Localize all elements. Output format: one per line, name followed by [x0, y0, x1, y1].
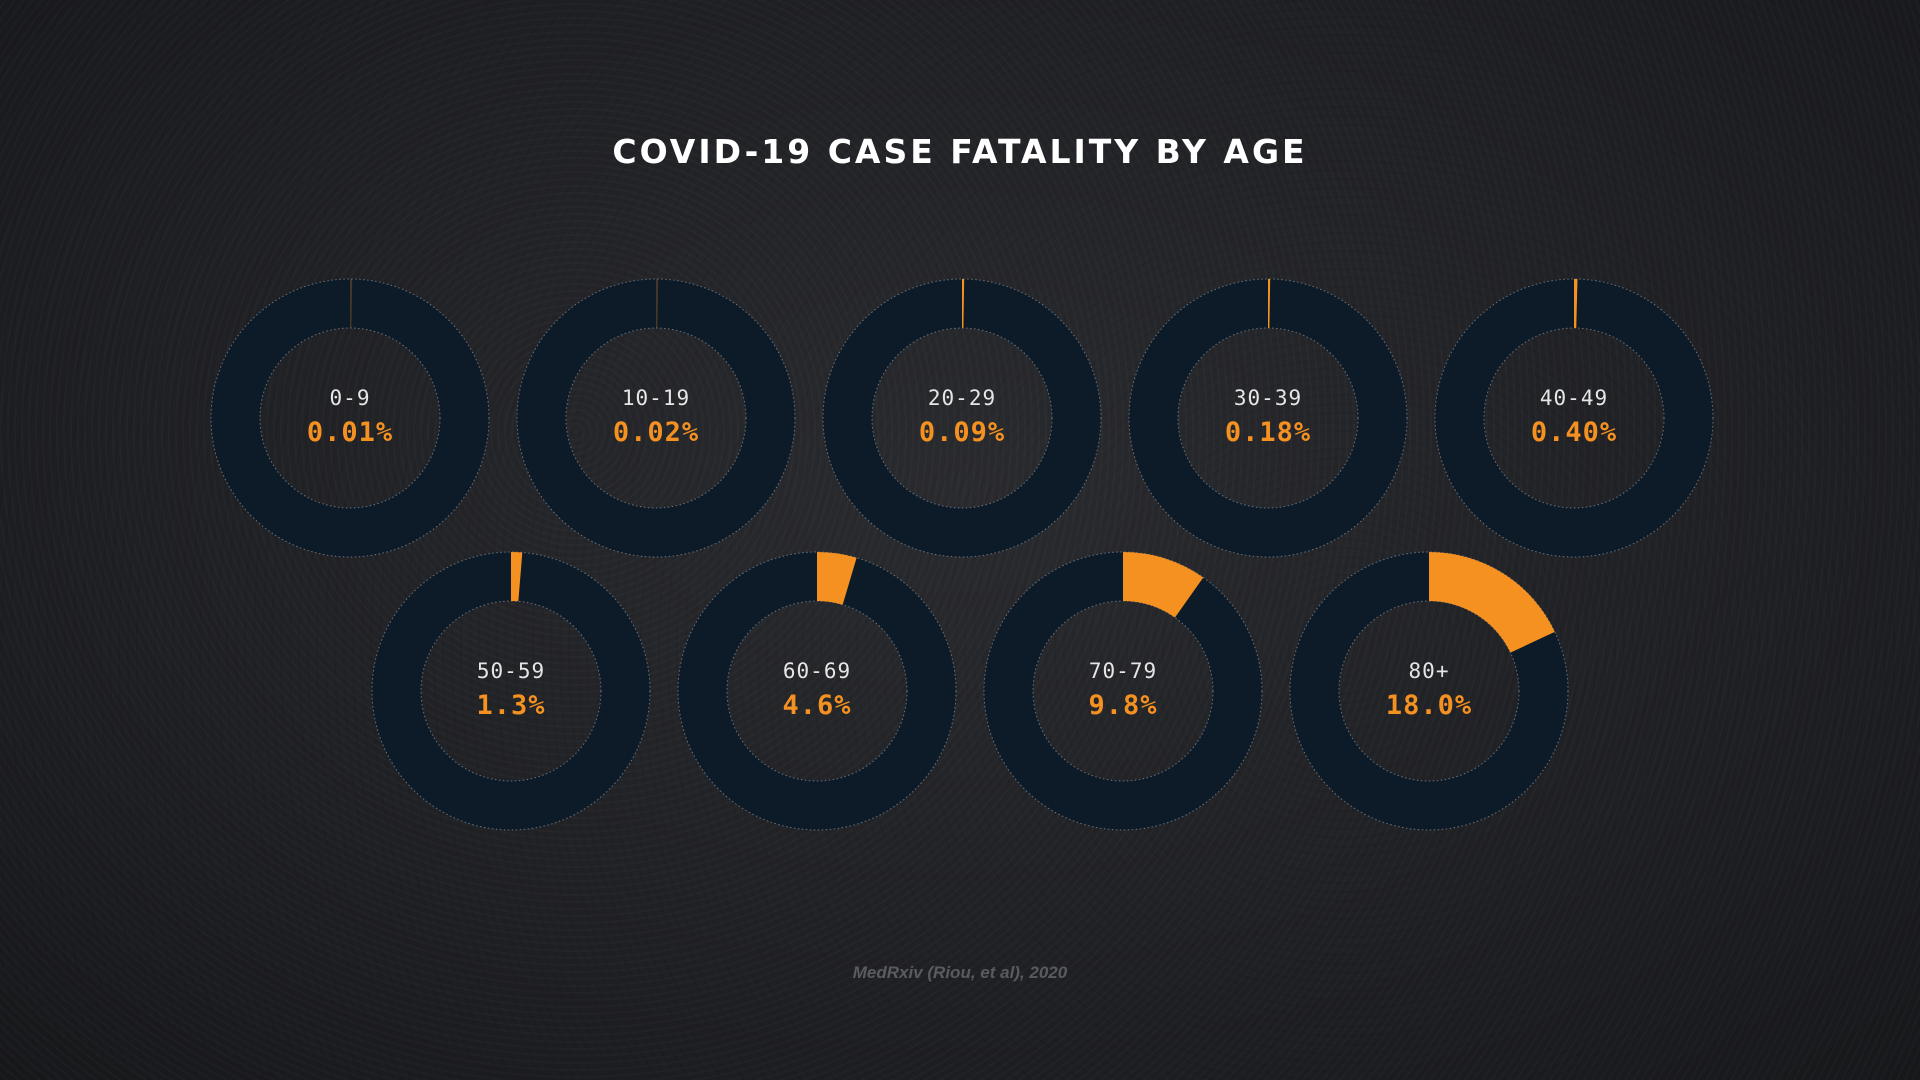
age-group-label: 40-49 — [1540, 386, 1608, 410]
age-group-label: 50-59 — [477, 659, 545, 683]
donut-sector — [1123, 552, 1204, 618]
donut-outer-outline — [1289, 551, 1569, 831]
donut-sector — [1268, 279, 1271, 329]
donut-inner-outline — [1338, 600, 1520, 782]
donut-sector — [656, 279, 659, 329]
donut-outer-outline — [822, 278, 1102, 558]
donut-30-39: 30-39 0.18% — [1128, 278, 1408, 558]
donut-outer-outline — [516, 278, 796, 558]
age-group-label: 0-9 — [330, 386, 371, 410]
donut-outer-outline — [983, 551, 1263, 831]
donut-10-19: 10-19 0.02% — [516, 278, 796, 558]
donut-inner-outline — [1032, 600, 1214, 782]
age-group-label: 30-39 — [1234, 386, 1302, 410]
donut-sector — [962, 279, 965, 329]
source-citation: MedRxiv (Riou, et al), 2020 — [852, 963, 1068, 982]
age-group-label: 80+ — [1409, 659, 1450, 683]
fatality-rate-label: 0.18% — [1225, 417, 1311, 448]
fatality-rate-label: 0.40% — [1531, 417, 1617, 448]
donut-60-69: 60-69 4.6% — [677, 551, 957, 831]
donut-outer-outline — [1434, 278, 1714, 558]
donut-0-9: 0-9 0.01% — [210, 278, 490, 558]
donut-sector — [511, 552, 523, 602]
age-group-label: 70-79 — [1089, 659, 1157, 683]
donut-inner-outline — [871, 327, 1053, 509]
chart-title: COVID-19 CASE FATALITY BY AGE — [612, 132, 1308, 171]
fatality-rate-label: 4.6% — [782, 690, 851, 721]
fatality-rate-label: 18.0% — [1386, 690, 1472, 721]
donut-outer-outline — [371, 551, 651, 831]
fatality-rate-label: 0.02% — [613, 417, 699, 448]
donut-ring — [517, 279, 795, 557]
donut-70-79: 70-79 9.8% — [983, 551, 1263, 831]
donut-outer-outline — [677, 551, 957, 831]
donut-inner-outline — [565, 327, 747, 509]
donut-outer-outline — [210, 278, 490, 558]
donut-sector — [1574, 279, 1578, 329]
donut-inner-outline — [259, 327, 441, 509]
donut-outer-outline — [1128, 278, 1408, 558]
fatality-rate-label: 0.01% — [307, 417, 393, 448]
fatality-rate-label: 0.09% — [919, 417, 1005, 448]
fatality-rate-label: 9.8% — [1088, 690, 1157, 721]
age-group-label: 60-69 — [783, 659, 851, 683]
age-group-label: 20-29 — [928, 386, 996, 410]
donut-20-29: 20-29 0.09% — [822, 278, 1102, 558]
donut-80plus: 80+ 18.0% — [1289, 551, 1569, 831]
donut-sector — [817, 552, 857, 605]
donut-50-59: 50-59 1.3% — [371, 551, 651, 831]
donut-inner-outline — [420, 600, 602, 782]
fatality-rate-label: 1.3% — [476, 690, 545, 721]
donut-sector — [350, 279, 353, 329]
donut-inner-outline — [1177, 327, 1359, 509]
donut-ring — [211, 279, 489, 557]
age-group-label: 10-19 — [622, 386, 690, 410]
donut-40-49: 40-49 0.40% — [1434, 278, 1714, 558]
donut-inner-outline — [726, 600, 908, 782]
donut-sector — [1429, 552, 1555, 653]
donut-inner-outline — [1483, 327, 1665, 509]
